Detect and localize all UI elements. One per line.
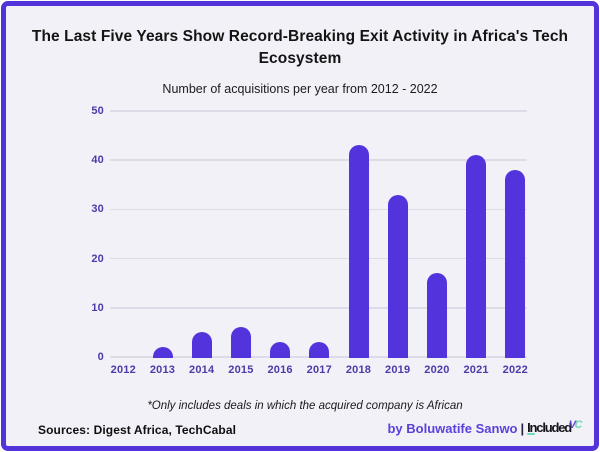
x-tick-label-2017: 2017 <box>306 363 332 376</box>
x-tick-label-2015: 2015 <box>228 363 254 376</box>
gridline-30 <box>110 208 527 211</box>
y-tick-label-10: 10 <box>91 301 104 314</box>
gridline-10 <box>110 307 527 309</box>
bar-2013 <box>152 347 173 359</box>
y-tick-label-20: 20 <box>91 252 104 265</box>
chart-subtitle: Number of acquisitions per year from 201… <box>162 82 438 96</box>
byline: by Boluwatife Sanwo | Included VC <box>387 419 583 437</box>
bar-2015 <box>230 327 251 359</box>
x-tick-label-2012: 2012 <box>110 363 136 376</box>
bar-2016 <box>270 342 291 359</box>
byline-separator: | <box>520 420 525 436</box>
x-tick-label-2016: 2016 <box>267 363 293 376</box>
chart-title: The Last Five Years Show Record-Breaking… <box>31 28 569 67</box>
gridline-20 <box>110 257 527 260</box>
x-tick-label-2014: 2014 <box>189 363 215 376</box>
x-tick-label-2022: 2022 <box>502 363 528 376</box>
gridline-40 <box>110 159 527 161</box>
y-tick-label-30: 30 <box>91 203 104 216</box>
logo-wordmark: Included <box>527 420 572 435</box>
gridline-50 <box>110 110 527 112</box>
y-tick-label-0: 0 <box>97 351 104 363</box>
sources-label: Sources: Digest Africa, TechCabal <box>38 423 237 437</box>
x-tick-label-2018: 2018 <box>345 363 372 376</box>
bar-2017 <box>309 342 330 359</box>
logo-vc-superscript: VC <box>568 419 583 431</box>
bar-2022 <box>505 170 526 359</box>
x-tick-label-2021: 2021 <box>463 363 489 376</box>
includedvc-logo: Included VC <box>527 419 583 437</box>
bar-2014 <box>191 332 212 359</box>
bar-2019 <box>387 194 408 359</box>
bar-2020 <box>426 273 447 359</box>
y-tick-label-50: 50 <box>91 105 104 117</box>
x-tick-label-2013: 2013 <box>149 363 176 376</box>
bar-2021 <box>466 155 487 359</box>
footnote: *Only includes deals in which the acquir… <box>147 400 463 412</box>
x-tick-label-2020: 2020 <box>424 363 450 376</box>
x-tick-label-2019: 2019 <box>385 363 411 376</box>
byline-author: by Boluwatife Sanwo <box>387 420 518 436</box>
logo-underline <box>527 432 536 435</box>
bar-2018 <box>348 145 369 359</box>
y-tick-label-40: 40 <box>91 154 104 167</box>
